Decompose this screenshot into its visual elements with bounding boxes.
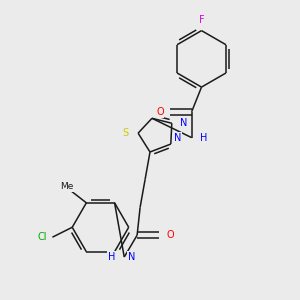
Text: N: N xyxy=(174,133,182,142)
Text: S: S xyxy=(122,128,128,138)
Text: O: O xyxy=(156,107,164,117)
Text: N: N xyxy=(180,118,188,128)
Text: Cl: Cl xyxy=(38,232,47,242)
Text: Me: Me xyxy=(60,182,73,191)
Text: H: H xyxy=(108,252,115,262)
Text: F: F xyxy=(199,15,204,25)
Text: H: H xyxy=(200,133,207,142)
Text: N: N xyxy=(128,252,136,262)
Text: O: O xyxy=(166,230,174,240)
